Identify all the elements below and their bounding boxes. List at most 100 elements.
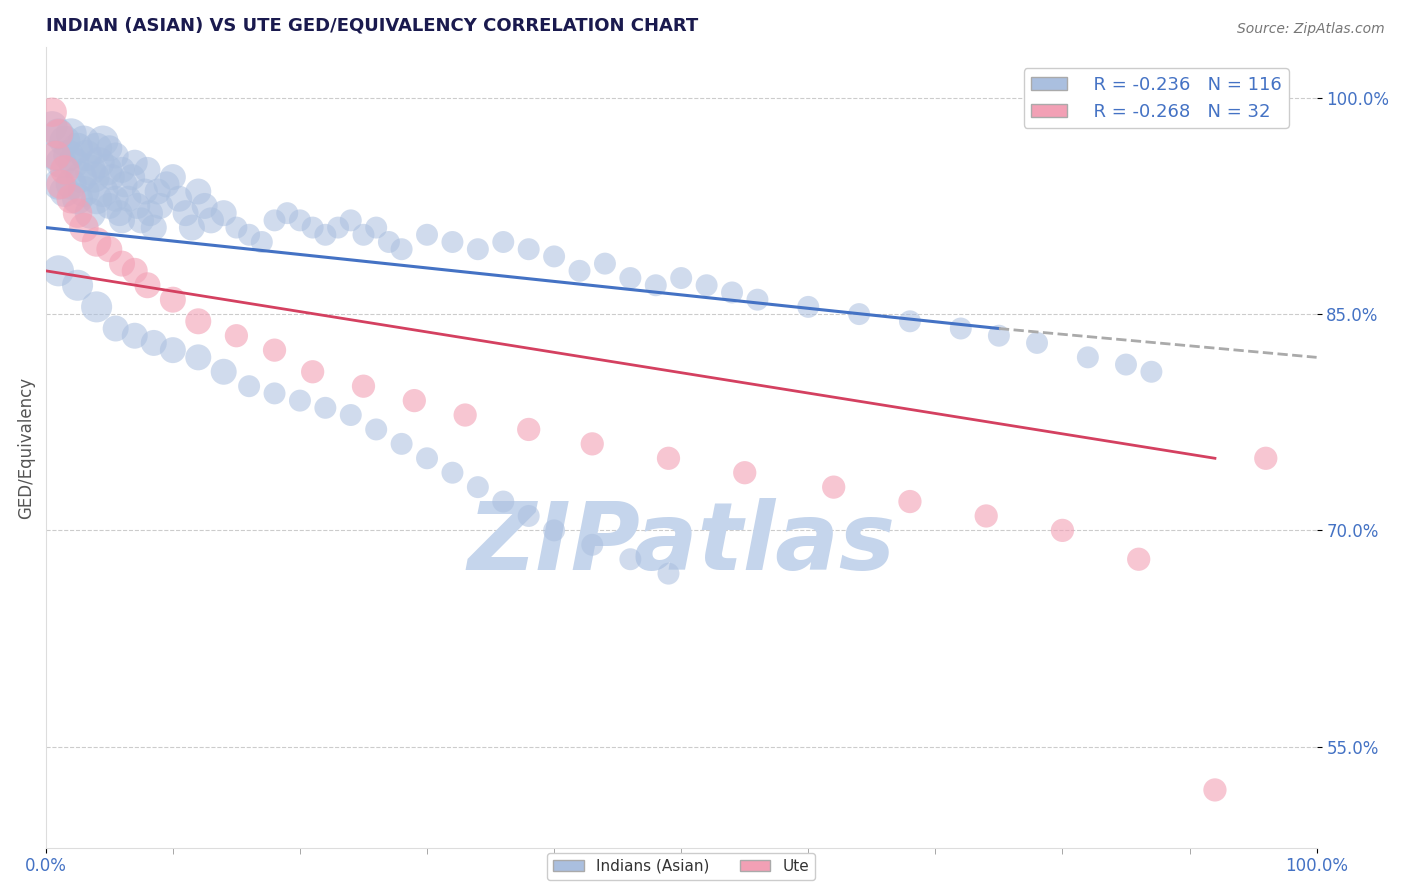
Point [146, 185, 169, 199]
Text: ZIPatlas: ZIPatlas [467, 498, 896, 590]
Point [86, 141, 108, 155]
Point [187, 314, 209, 328]
Point [225, 220, 247, 235]
Point [60, 192, 83, 206]
Point [797, 300, 820, 314]
Point [111, 257, 134, 271]
Point [108, 206, 131, 220]
Point [619, 271, 641, 285]
Point [124, 155, 146, 169]
Point [124, 328, 146, 343]
Point [96, 162, 118, 177]
Point [391, 437, 413, 451]
Point [66, 278, 89, 293]
Point [593, 257, 616, 271]
Point [669, 271, 692, 285]
Text: Source: ZipAtlas.com: Source: ZipAtlas.com [1237, 22, 1385, 37]
Point [250, 235, 273, 249]
Point [83, 170, 105, 185]
Point [378, 235, 401, 249]
Point [194, 199, 217, 213]
Point [416, 227, 439, 242]
Point [200, 213, 222, 227]
Point [734, 466, 756, 480]
Point [454, 408, 477, 422]
Point [75, 148, 97, 162]
Point [1115, 358, 1137, 372]
Point [70, 170, 93, 185]
Point [391, 242, 413, 256]
Point [91, 134, 114, 148]
Point [517, 242, 540, 256]
Point [1204, 783, 1226, 797]
Point [416, 451, 439, 466]
Point [898, 494, 921, 508]
Point [149, 199, 172, 213]
Point [848, 307, 870, 321]
Point [104, 192, 127, 206]
Point [288, 213, 311, 227]
Point [91, 185, 114, 199]
Point [492, 494, 515, 508]
Point [1052, 524, 1074, 538]
Point [111, 213, 134, 227]
Point [114, 178, 136, 192]
Point [129, 213, 152, 227]
Point [339, 213, 361, 227]
Point [898, 314, 921, 328]
Point [288, 393, 311, 408]
Point [41, 120, 63, 134]
Point [62, 155, 84, 169]
Point [86, 235, 108, 249]
Point [136, 278, 159, 293]
Point [949, 321, 972, 335]
Point [747, 293, 769, 307]
Point [162, 343, 184, 358]
Point [53, 185, 76, 199]
Point [86, 300, 108, 314]
Point [49, 178, 72, 192]
Point [263, 343, 285, 358]
Point [79, 206, 101, 220]
Point [974, 508, 997, 523]
Point [1077, 351, 1099, 365]
Point [721, 285, 744, 300]
Point [58, 148, 80, 162]
Point [517, 422, 540, 436]
Point [238, 379, 260, 393]
Point [41, 105, 63, 120]
Point [987, 328, 1010, 343]
Point [60, 127, 83, 141]
Point [66, 141, 89, 155]
Point [212, 206, 235, 220]
Point [89, 155, 111, 169]
Point [212, 365, 235, 379]
Point [1254, 451, 1277, 466]
Point [581, 538, 603, 552]
Point [98, 242, 121, 256]
Point [98, 141, 121, 155]
Point [823, 480, 845, 494]
Point [492, 235, 515, 249]
Point [353, 379, 375, 393]
Point [543, 249, 565, 263]
Point [276, 206, 298, 220]
Point [53, 134, 76, 148]
Point [139, 206, 162, 220]
Point [45, 148, 67, 162]
Point [121, 170, 143, 185]
Point [127, 199, 149, 213]
Point [619, 552, 641, 566]
Point [1140, 365, 1163, 379]
Text: INDIAN (ASIAN) VS UTE GED/EQUIVALENCY CORRELATION CHART: INDIAN (ASIAN) VS UTE GED/EQUIVALENCY CO… [46, 17, 697, 35]
Point [48, 127, 70, 141]
Point [441, 235, 464, 249]
Point [263, 213, 285, 227]
Point [66, 206, 89, 220]
Point [263, 386, 285, 401]
Point [48, 127, 70, 141]
Point [174, 206, 197, 220]
Point [86, 192, 108, 206]
Point [66, 192, 89, 206]
Point [134, 185, 156, 199]
